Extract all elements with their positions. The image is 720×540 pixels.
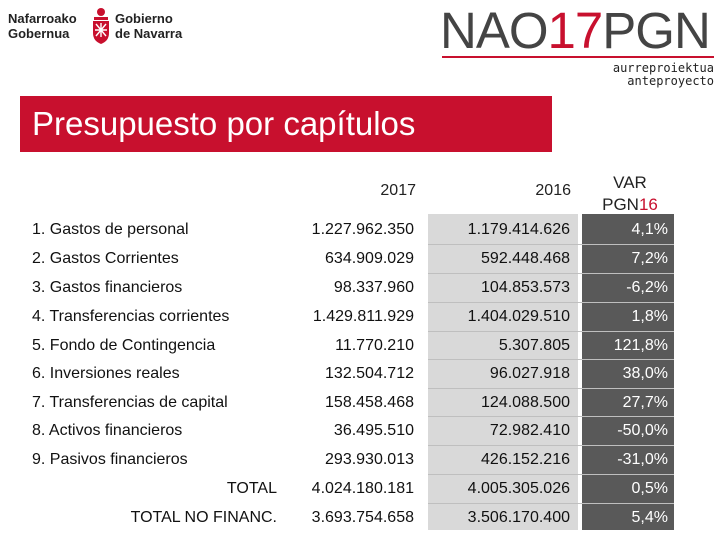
government-logo: Nafarroako Gobernua Gobierno de Navarra (8, 6, 198, 48)
value-2017: 3.693.754.658 (311, 509, 414, 526)
logo-right-line1: Gobierno (115, 11, 173, 26)
value-2016: 96.027.918 (489, 365, 570, 382)
value-2016: 5.307.805 (498, 337, 570, 354)
total-label: TOTAL (226, 480, 277, 497)
column-header-variation: VAR PGN16 (586, 172, 674, 216)
table-row: 9. Pasivos financieros 293.930.013 426.152… (0, 445, 720, 474)
total-row: TOTAL 4.024.180.181 4.005.305.026 0,5% (0, 474, 720, 503)
value-2016: 426.152.216 (481, 451, 570, 468)
row-separator (428, 503, 674, 504)
column-header-2017: 2017 (380, 182, 416, 199)
value-variation: 27,7% (622, 394, 668, 411)
brand-underline (442, 56, 714, 58)
value-2017: 4.024.180.181 (311, 480, 414, 497)
chapter-label: 5. Fondo de Contingencia (32, 337, 216, 354)
value-2017: 1.429.811.929 (312, 308, 414, 325)
column-variation-background (582, 214, 674, 530)
value-2017: 132.504.712 (325, 365, 414, 382)
value-variation: -6,2% (626, 279, 668, 296)
table-row: 7. Transferencias de capital 158.458.468 1… (0, 388, 720, 417)
subtitle-basque: aurreproiektua (612, 61, 714, 75)
coat-of-arms-icon (93, 8, 109, 44)
logo-left-line1: Nafarroako (8, 11, 77, 26)
value-variation: -31,0% (617, 451, 668, 468)
chapter-label: 7. Transferencias de capital (32, 394, 228, 411)
table-row: 2. Gastos Corrientes 634.909.029 592.448.4… (0, 244, 720, 273)
row-separator (428, 445, 674, 446)
row-separator (428, 331, 674, 332)
value-2017: 11.770.210 (335, 337, 414, 354)
column-2016-background (428, 214, 578, 530)
logo-left-line2: Gobernua (8, 26, 70, 41)
brand-title: NAO17PGN (440, 2, 711, 59)
value-2017: 98.337.960 (333, 279, 414, 296)
value-variation: 121,8% (613, 337, 668, 354)
var-header-line2: PGN16 (586, 194, 674, 216)
subtitle-spanish: anteproyecto (627, 74, 714, 88)
total-label: TOTAL NO FINANC. (130, 509, 277, 526)
title-banner: Presupuesto por capítulos (20, 96, 552, 152)
row-separator (428, 416, 674, 417)
value-2017: 158.458.468 (325, 394, 414, 411)
chapter-label: 2. Gastos Corrientes (32, 250, 179, 267)
row-separator (428, 388, 674, 389)
table-row: 1. Gastos de personal 1.227.962.350 1.179.… (0, 215, 720, 244)
value-2016: 1.404.029.510 (467, 308, 570, 325)
table-row: 8. Activos financieros 36.495.510 72.982.4… (0, 416, 720, 445)
row-separator (428, 244, 674, 245)
var-header-line1: VAR (613, 173, 647, 192)
logo-basque-text: Nafarroako Gobernua (8, 11, 77, 41)
value-2016: 3.506.170.400 (467, 509, 570, 526)
value-2016: 124.088.500 (481, 394, 570, 411)
value-variation: 4,1% (631, 221, 668, 238)
value-2016: 72.982.410 (489, 422, 570, 439)
value-2016: 592.448.468 (481, 250, 570, 267)
chapter-label: 6. Inversiones reales (32, 365, 180, 382)
column-header-2016: 2016 (535, 182, 571, 199)
chapter-label: 1. Gastos de personal (32, 221, 189, 238)
row-separator (428, 359, 674, 360)
value-variation: 0,5% (631, 480, 668, 497)
chapter-label: 3. Gastos financieros (32, 279, 183, 296)
value-2017: 1.227.962.350 (311, 221, 414, 238)
brand-prefix: NAO (440, 2, 549, 59)
chapter-label: 4. Transferencias corrientes (32, 308, 230, 325)
value-2017: 36.495.510 (333, 422, 414, 439)
total-row: TOTAL NO FINANC. 3.693.754.658 3.506.170.4… (0, 503, 720, 532)
brand-subtitle: aurreproiektua anteproyecto (613, 62, 714, 88)
value-variation: 38,0% (622, 365, 668, 382)
var-header-suffix: 16 (638, 195, 658, 214)
table-row: 3. Gastos financieros 98.337.960 104.853.5… (0, 273, 720, 302)
logo-right-line2: de Navarra (115, 26, 183, 41)
value-variation: 1,8% (631, 308, 668, 325)
var-header-prefix: PGN (602, 195, 639, 214)
row-separator (428, 302, 674, 303)
table-row: 5. Fondo de Contingencia 11.770.210 5.307.… (0, 331, 720, 360)
value-2017: 293.930.013 (325, 451, 414, 468)
brand-suffix: PGN (602, 2, 711, 59)
logo-spanish-text: Gobierno de Navarra (115, 11, 182, 41)
brand-number: 17 (547, 2, 604, 59)
value-variation: -50,0% (617, 422, 668, 439)
value-variation: 7,2% (631, 250, 668, 267)
page-title: Presupuesto por capítulos (32, 105, 416, 142)
value-2017: 634.909.029 (325, 250, 414, 267)
value-2016: 4.005.305.026 (467, 480, 570, 497)
row-separator (428, 474, 674, 475)
chapter-label: 9. Pasivos financieros (32, 451, 188, 468)
table-row: 4. Transferencias corrientes 1.429.811.92… (0, 302, 720, 331)
value-2016: 1.179.414.626 (467, 221, 570, 238)
chapter-label: 8. Activos financieros (32, 422, 183, 439)
value-2016: 104.853.573 (481, 279, 570, 296)
table-row: 6. Inversiones reales 132.504.712 96.027.9… (0, 359, 720, 388)
value-variation: 5,4% (631, 509, 668, 526)
row-separator (428, 273, 674, 274)
